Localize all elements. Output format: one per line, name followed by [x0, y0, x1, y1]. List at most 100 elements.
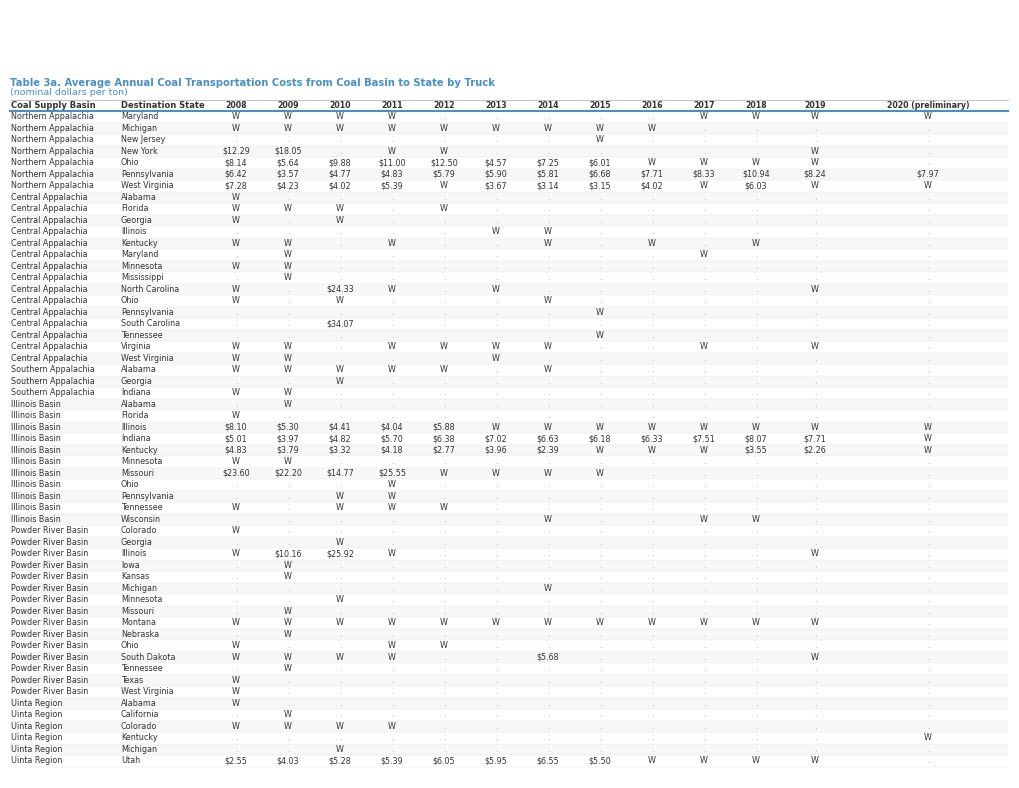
Text: .: . — [338, 457, 341, 466]
Text: .: . — [650, 734, 652, 742]
Text: .: . — [702, 595, 704, 604]
Bar — [10, 284, 1007, 295]
Text: .: . — [546, 561, 548, 570]
Text: .: . — [442, 607, 445, 615]
Text: 2008: 2008 — [225, 101, 247, 110]
Bar — [10, 180, 1007, 191]
Text: W: W — [699, 422, 707, 432]
Text: W: W — [439, 504, 447, 512]
Text: .: . — [650, 515, 652, 524]
Text: .: . — [754, 227, 756, 236]
Text: Utah: Utah — [121, 756, 140, 765]
Text: .: . — [390, 251, 393, 259]
Text: W: W — [387, 284, 395, 294]
Text: .: . — [494, 652, 497, 662]
Text: .: . — [546, 595, 548, 604]
Text: $3.96: $3.96 — [484, 446, 506, 455]
Text: Central Appalachia: Central Appalachia — [11, 251, 88, 259]
Text: .: . — [754, 584, 756, 593]
Text: .: . — [494, 377, 497, 386]
Text: .: . — [598, 377, 600, 386]
Text: $5.81: $5.81 — [536, 169, 558, 179]
Text: .: . — [494, 147, 497, 156]
Text: California: California — [121, 710, 159, 719]
Text: W: W — [232, 284, 239, 294]
Text: .: . — [546, 136, 548, 144]
Text: .: . — [494, 549, 497, 558]
Text: W: W — [595, 124, 603, 132]
Text: 2012: 2012 — [433, 101, 454, 110]
Text: .: . — [813, 273, 815, 282]
Text: .: . — [546, 457, 548, 466]
Text: 2010: 2010 — [329, 101, 351, 110]
Text: .: . — [390, 676, 393, 685]
Text: .: . — [650, 561, 652, 570]
Text: .: . — [754, 480, 756, 489]
Bar — [10, 605, 1007, 617]
Text: .: . — [650, 319, 652, 329]
Text: .: . — [546, 308, 548, 317]
Text: W: W — [232, 239, 239, 247]
Text: W: W — [810, 112, 818, 121]
Text: Minnesota: Minnesota — [121, 595, 162, 604]
Text: .: . — [598, 251, 600, 259]
Text: .: . — [926, 216, 928, 225]
Text: .: . — [650, 262, 652, 271]
Bar — [10, 537, 1007, 548]
Text: .: . — [754, 193, 756, 202]
Text: .: . — [390, 572, 393, 582]
Text: W: W — [439, 342, 447, 351]
Text: Powder River Basin: Powder River Basin — [11, 687, 89, 697]
Text: .: . — [390, 331, 393, 340]
Text: .: . — [338, 664, 341, 673]
Text: W: W — [283, 561, 291, 570]
Text: W: W — [491, 469, 499, 478]
Text: .: . — [546, 284, 548, 294]
Text: W: W — [232, 687, 239, 697]
Text: W: W — [232, 366, 239, 374]
Text: $18.05: $18.05 — [274, 147, 302, 156]
Text: Central Appalachia: Central Appalachia — [11, 331, 88, 340]
Text: .: . — [494, 734, 497, 742]
Text: .: . — [390, 377, 393, 386]
Text: .: . — [442, 745, 445, 754]
Text: Powder River Basin: Powder River Basin — [11, 607, 89, 615]
Text: .: . — [754, 204, 756, 214]
Text: .: . — [702, 457, 704, 466]
Text: Georgia: Georgia — [121, 216, 153, 225]
Text: .: . — [926, 273, 928, 282]
Text: .: . — [390, 537, 393, 547]
Text: .: . — [926, 561, 928, 570]
Text: Powder River Basin: Powder River Basin — [11, 549, 89, 558]
Text: .: . — [598, 284, 600, 294]
Bar — [10, 249, 1007, 261]
Text: .: . — [926, 710, 928, 719]
Text: W: W — [699, 446, 707, 455]
Text: .: . — [650, 354, 652, 362]
Text: .: . — [926, 480, 928, 489]
Text: W: W — [232, 124, 239, 132]
Text: Illinois Basin: Illinois Basin — [11, 446, 61, 455]
Text: .: . — [650, 630, 652, 639]
Text: W: W — [335, 504, 343, 512]
Text: .: . — [926, 377, 928, 386]
Text: .: . — [813, 699, 815, 708]
Text: .: . — [442, 652, 445, 662]
Text: .: . — [494, 319, 497, 329]
Text: .: . — [494, 526, 497, 535]
Text: .: . — [338, 641, 341, 650]
Text: .: . — [494, 400, 497, 409]
Text: Indiana: Indiana — [121, 434, 151, 444]
Text: .: . — [546, 147, 548, 156]
Text: W: W — [810, 147, 818, 156]
Text: .: . — [390, 734, 393, 742]
Text: .: . — [813, 204, 815, 214]
Bar — [10, 456, 1007, 467]
Text: .: . — [390, 526, 393, 535]
Text: Ohio: Ohio — [121, 480, 140, 489]
Text: .: . — [390, 595, 393, 604]
Text: .: . — [442, 549, 445, 558]
Text: .: . — [494, 584, 497, 593]
Bar — [10, 525, 1007, 537]
Text: W: W — [387, 619, 395, 627]
